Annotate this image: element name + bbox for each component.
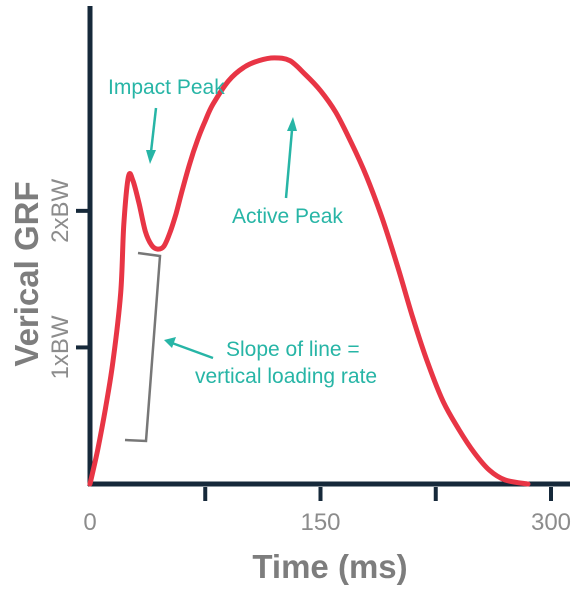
x-tick-label: 150 — [300, 509, 340, 536]
x-tick-label: 300 — [531, 509, 571, 536]
axis-ticks — [76, 208, 553, 501]
x-axis-title: Time (ms) — [252, 548, 407, 585]
x-tick-label: 0 — [83, 509, 96, 536]
y-tick-label: 1xBW — [47, 315, 74, 379]
tick-labels: 0 150 300 1xBW 2xBW — [47, 179, 571, 536]
y-tick-label: 2xBW — [47, 179, 74, 243]
slope-arrow — [164, 337, 214, 360]
slope-label-line2: vertical loading rate — [195, 365, 377, 388]
impact-peak-arrow — [146, 107, 158, 164]
y-axis-title: Verical GRF — [8, 181, 45, 366]
grf-curve — [87, 55, 531, 487]
impact-peak-label: Impact Peak — [108, 76, 225, 99]
loading-rate-bracket — [124, 251, 162, 443]
active-peak-label: Active Peak — [232, 205, 343, 228]
slope-label-line1: Slope of line = — [226, 338, 360, 361]
active-peak-arrow — [284, 117, 297, 199]
